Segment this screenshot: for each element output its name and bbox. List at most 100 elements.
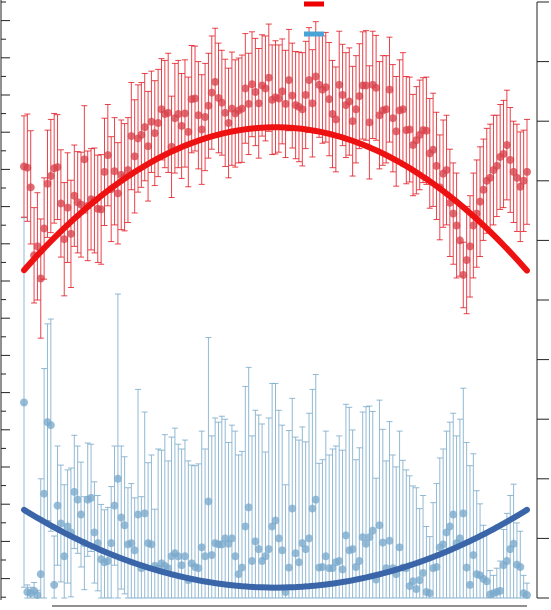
blue-point (301, 545, 310, 554)
red-point (180, 109, 189, 118)
red-point (211, 77, 220, 86)
blue-point (134, 510, 143, 519)
red-point (248, 80, 257, 89)
fit-curves (21, 124, 530, 591)
right-axis (536, 1, 549, 599)
blue-point (231, 552, 240, 561)
red-point (46, 172, 55, 181)
blue-point (318, 563, 327, 572)
blue-point (355, 557, 364, 566)
blue-point (237, 563, 246, 572)
red-fit-line (21, 124, 530, 274)
blue-point (87, 493, 96, 502)
red-point (254, 99, 263, 108)
red-point (422, 126, 431, 135)
blue-point (375, 521, 384, 530)
red-point (345, 97, 354, 106)
red-point (251, 87, 260, 96)
red-point (465, 242, 474, 251)
red-point (519, 176, 528, 185)
red-point (147, 117, 156, 126)
red-point (237, 104, 246, 113)
red-point (492, 161, 501, 170)
blue-point (482, 577, 491, 586)
red-point (100, 167, 109, 176)
red-point (60, 235, 69, 244)
blue-series (20, 217, 531, 600)
blue-point (465, 580, 474, 589)
blue-point (362, 539, 371, 548)
red-point (499, 149, 508, 158)
red-point (110, 167, 119, 176)
blue-point (449, 510, 458, 519)
blue-point (174, 552, 183, 561)
red-point (476, 197, 485, 206)
blue-point (127, 539, 136, 548)
blue-fit-line (21, 506, 530, 591)
red-point (308, 99, 317, 108)
blue-point (288, 504, 297, 513)
blue-point (291, 549, 300, 558)
blue-point (271, 516, 280, 525)
blue-point (274, 534, 283, 543)
red-point (80, 155, 89, 164)
blue-point (365, 533, 374, 542)
red-point (194, 111, 203, 120)
red-point (462, 256, 471, 265)
blue-point (204, 497, 213, 506)
red-point (321, 83, 330, 92)
blue-point (469, 551, 478, 560)
blue-point (445, 522, 454, 531)
red-point (244, 99, 253, 108)
red-point (382, 105, 391, 114)
blue-point (455, 534, 464, 543)
red-point (103, 151, 112, 160)
blue-point (217, 540, 226, 549)
blue-point (77, 510, 86, 519)
red-point (207, 88, 216, 97)
blue-point (311, 495, 320, 504)
blue-point (60, 552, 69, 561)
red-point (311, 72, 320, 81)
red-point (506, 155, 515, 164)
blue-point (140, 509, 149, 518)
red-point (56, 199, 65, 208)
legend (304, 1, 324, 37)
blue-point (107, 539, 116, 548)
red-point (261, 84, 270, 93)
blue-point (385, 536, 394, 545)
red-point (516, 182, 525, 191)
red-point (365, 118, 374, 127)
blue-point (207, 551, 216, 560)
blue-point (110, 501, 119, 510)
blue-point (251, 537, 260, 546)
red-point (66, 229, 75, 238)
red-point (509, 167, 518, 176)
blue-point (298, 539, 307, 548)
blue-point (294, 558, 303, 567)
red-point (26, 183, 35, 192)
red-point (502, 141, 511, 150)
red-point (23, 163, 32, 172)
red-point (281, 99, 290, 108)
blue-point (321, 552, 330, 561)
red-point (455, 236, 464, 245)
red-point (449, 209, 458, 218)
red-point (469, 221, 478, 230)
blue-point (248, 557, 257, 566)
blue-point (234, 570, 243, 579)
red-point (130, 152, 139, 161)
red-point (241, 84, 250, 93)
blue-point (348, 545, 357, 554)
red-point (284, 76, 293, 85)
blue-point (459, 509, 468, 518)
blue-point (432, 563, 441, 572)
red-point (388, 114, 397, 123)
blue-point (378, 538, 387, 547)
red-point (53, 163, 62, 172)
blue-point (56, 519, 65, 528)
blue-point (147, 540, 156, 549)
red-point (197, 125, 206, 134)
red-point (184, 127, 193, 136)
red-point (77, 200, 86, 209)
